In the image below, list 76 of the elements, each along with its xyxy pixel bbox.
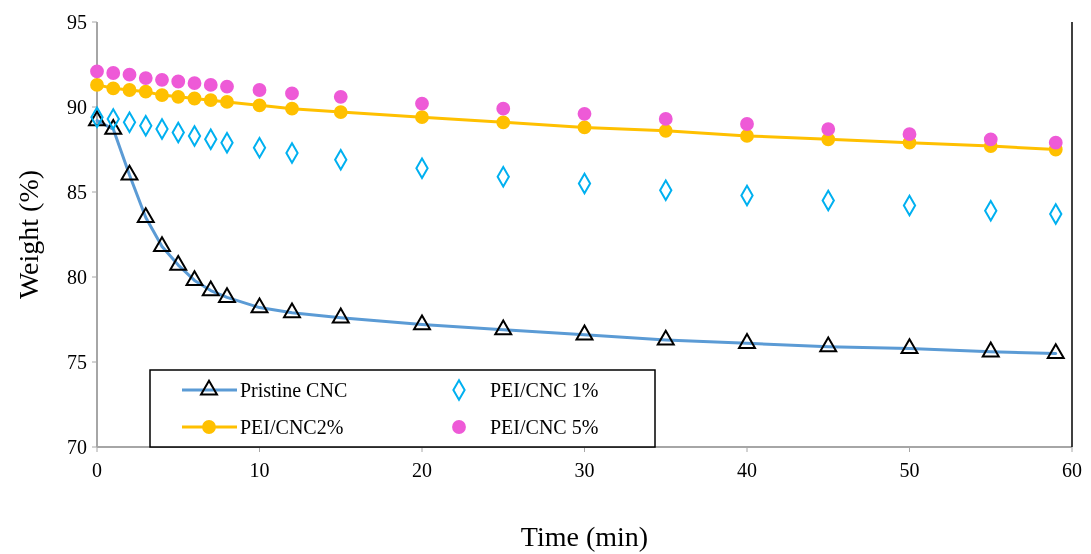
x-tick-label: 20	[412, 459, 432, 481]
point	[413, 314, 431, 331]
point	[577, 106, 592, 121]
point	[122, 67, 137, 82]
y-tick-label: 85	[67, 181, 87, 203]
point	[153, 236, 171, 252]
point	[155, 72, 169, 87]
x-tick-label: 60	[1062, 459, 1082, 481]
x-tick-label: 30	[574, 459, 595, 481]
point	[575, 324, 594, 341]
y-tick-label: 90	[67, 96, 87, 118]
point	[185, 270, 204, 286]
point	[496, 101, 511, 116]
point	[658, 123, 673, 138]
x-tick-label: 0	[92, 459, 102, 481]
point	[283, 302, 301, 319]
legend-label: PEI/CNC 5%	[490, 416, 599, 438]
point	[187, 76, 202, 91]
point	[155, 88, 169, 103]
point	[138, 71, 153, 86]
point	[203, 93, 218, 108]
point	[122, 83, 137, 97]
point	[169, 254, 188, 271]
point	[106, 81, 121, 96]
point	[902, 127, 917, 142]
point	[106, 66, 121, 80]
x-tick-label: 40	[737, 459, 757, 481]
point	[120, 164, 139, 181]
point	[285, 86, 299, 101]
point	[981, 341, 1000, 358]
point	[252, 98, 267, 113]
point	[136, 207, 155, 224]
point	[90, 77, 104, 92]
point	[138, 84, 153, 99]
point	[1048, 135, 1063, 150]
point	[494, 319, 513, 336]
point	[203, 77, 218, 92]
point	[577, 120, 592, 135]
x-tick-label: 50	[899, 459, 920, 481]
point	[201, 280, 220, 297]
point	[187, 91, 202, 106]
point	[738, 333, 756, 349]
point	[333, 89, 348, 104]
point	[1046, 343, 1065, 360]
point	[819, 336, 838, 353]
point	[740, 117, 754, 131]
point	[90, 64, 104, 79]
x-tick-label: 10	[249, 459, 270, 481]
point	[415, 110, 429, 125]
point	[252, 83, 267, 97]
point	[983, 132, 998, 147]
y-tick-label: 75	[67, 351, 87, 373]
point	[285, 101, 299, 116]
point	[171, 89, 186, 104]
legend-label: PEI/CNC 1%	[490, 379, 599, 401]
y-axis-title: Weight (%)	[13, 169, 44, 300]
point	[218, 287, 236, 303]
y-tick-label: 80	[67, 266, 87, 288]
point	[900, 338, 919, 354]
y-tick-label: 95	[67, 11, 87, 33]
point	[220, 94, 234, 109]
legend-label: Pristine CNC	[240, 379, 348, 401]
point	[656, 329, 675, 346]
point	[220, 79, 234, 94]
point	[658, 111, 673, 126]
point	[415, 96, 429, 111]
point	[331, 307, 350, 324]
y-tick-label: 70	[67, 436, 87, 458]
x-axis-title: Time (min)	[520, 521, 649, 552]
point	[333, 105, 348, 120]
point	[250, 297, 269, 314]
point	[821, 122, 836, 137]
point	[171, 74, 186, 89]
point	[496, 115, 511, 130]
legend-label: PEI/CNC2%	[240, 416, 344, 438]
point	[740, 128, 754, 143]
